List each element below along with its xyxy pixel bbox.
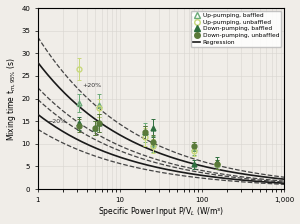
X-axis label: Specific Power Input P/V$_L$ (W/m³): Specific Power Input P/V$_L$ (W/m³): [98, 205, 224, 218]
Legend: Up-pumping, baffled, Up-pumping, unbaffled, Down-pumping, baffled, Down-pumping,: Up-pumping, baffled, Up-pumping, unbaffl…: [191, 11, 281, 47]
Text: −20%: −20%: [47, 119, 66, 124]
Text: +20%: +20%: [82, 83, 102, 88]
Y-axis label: Mixing time t$_{m,95\%}$ (s): Mixing time t$_{m,95\%}$ (s): [6, 57, 18, 140]
